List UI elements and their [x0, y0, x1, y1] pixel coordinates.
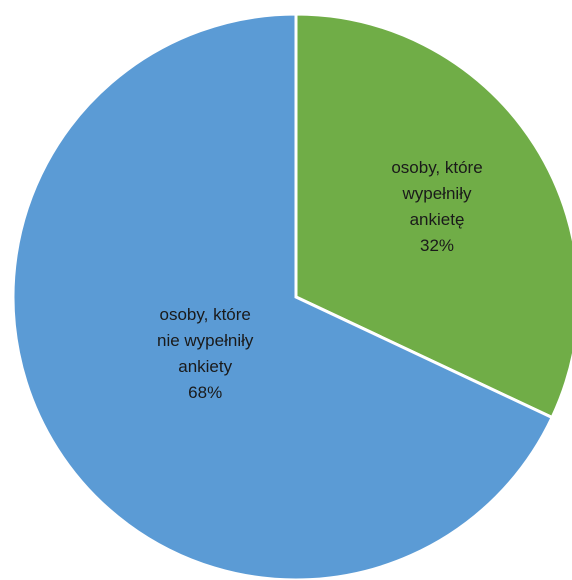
slice-category-label: ankiety [178, 357, 232, 376]
slice-label-2: osoby, które nie wypełniły ankiety 68% [157, 305, 254, 402]
slice-category-label: osoby, które [391, 158, 482, 177]
slice-category-label: ankietę [410, 210, 465, 229]
slice-category-label: osoby, które [160, 305, 251, 324]
slice-category-label: wypełniły [402, 184, 472, 203]
slice-value-label: 32% [420, 236, 454, 255]
slice-category-label: nie wypełniły [157, 331, 254, 350]
slice-value-label: 68% [188, 383, 222, 402]
pie-slice-1 [294, 12, 572, 420]
pie-slice-2 [11, 12, 555, 580]
slice-label-1: osoby, które wypełniły ankietę 32% [391, 158, 482, 255]
